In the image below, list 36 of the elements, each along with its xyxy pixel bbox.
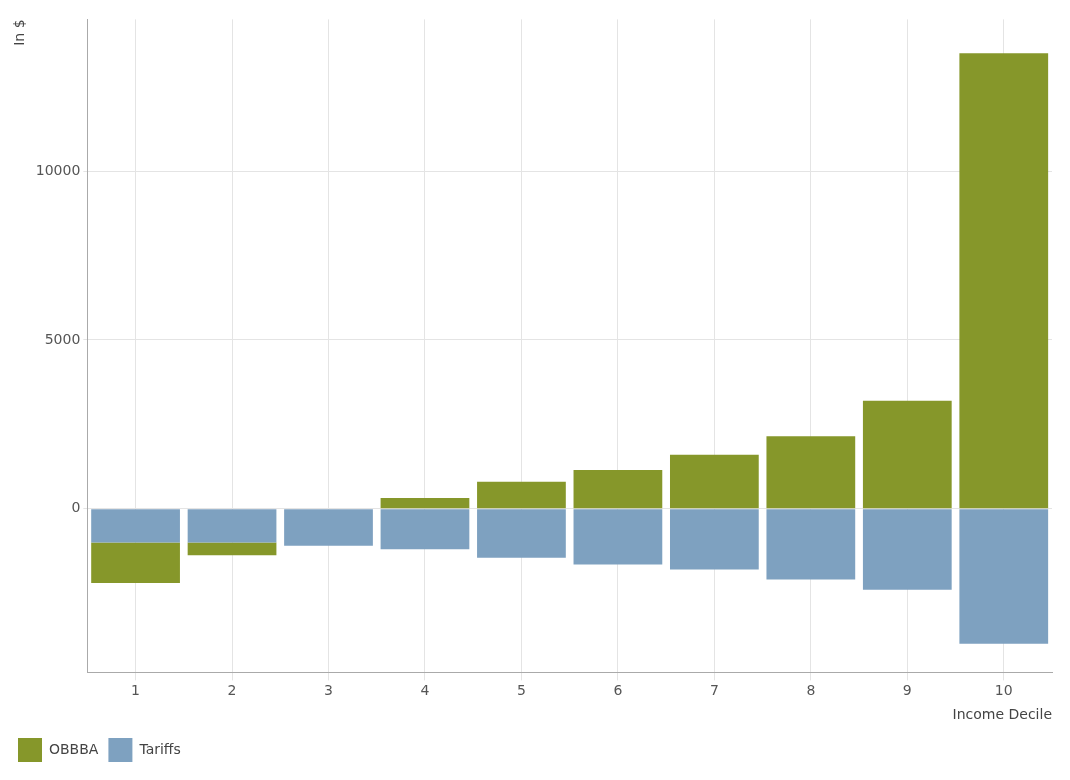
y-tick-label: 10000: [35, 161, 81, 178]
legend-label: OBBBA: [49, 740, 99, 757]
bar: [91, 509, 180, 543]
bar: [477, 509, 566, 558]
bar: [862, 509, 952, 590]
x-axis-title: Income Decile: [952, 706, 1052, 723]
legend-label: Tariffs: [138, 740, 181, 757]
x-tick-label: 6: [613, 682, 623, 699]
bar: [573, 469, 663, 509]
bar: [766, 436, 856, 509]
bar: [669, 454, 759, 509]
bar: [380, 509, 470, 550]
x-tick-label: 8: [806, 682, 816, 699]
bar: [477, 481, 566, 509]
bar: [669, 509, 759, 570]
x-tick-label: 7: [709, 682, 719, 699]
bar: [91, 542, 180, 583]
x-tick-label: 1: [131, 682, 141, 699]
y-tick-label: 0: [71, 499, 81, 516]
bar: [187, 509, 277, 543]
x-tick-label: 9: [902, 682, 912, 699]
y-axis-title: In $: [11, 19, 28, 46]
bar: [380, 497, 470, 509]
y-tick-label: 5000: [44, 330, 81, 347]
x-tick-label: 2: [227, 682, 237, 699]
bar: [959, 53, 1049, 509]
bar: [187, 542, 277, 556]
x-tick-label: 5: [516, 682, 526, 699]
bar: [573, 509, 663, 565]
bar: [284, 509, 373, 546]
bar: [862, 400, 952, 509]
x-tick-label: 10: [994, 682, 1013, 699]
x-tick-label: 3: [324, 682, 333, 699]
bar: [766, 509, 856, 580]
bar: [959, 509, 1049, 644]
x-tick-label: 4: [420, 682, 430, 699]
